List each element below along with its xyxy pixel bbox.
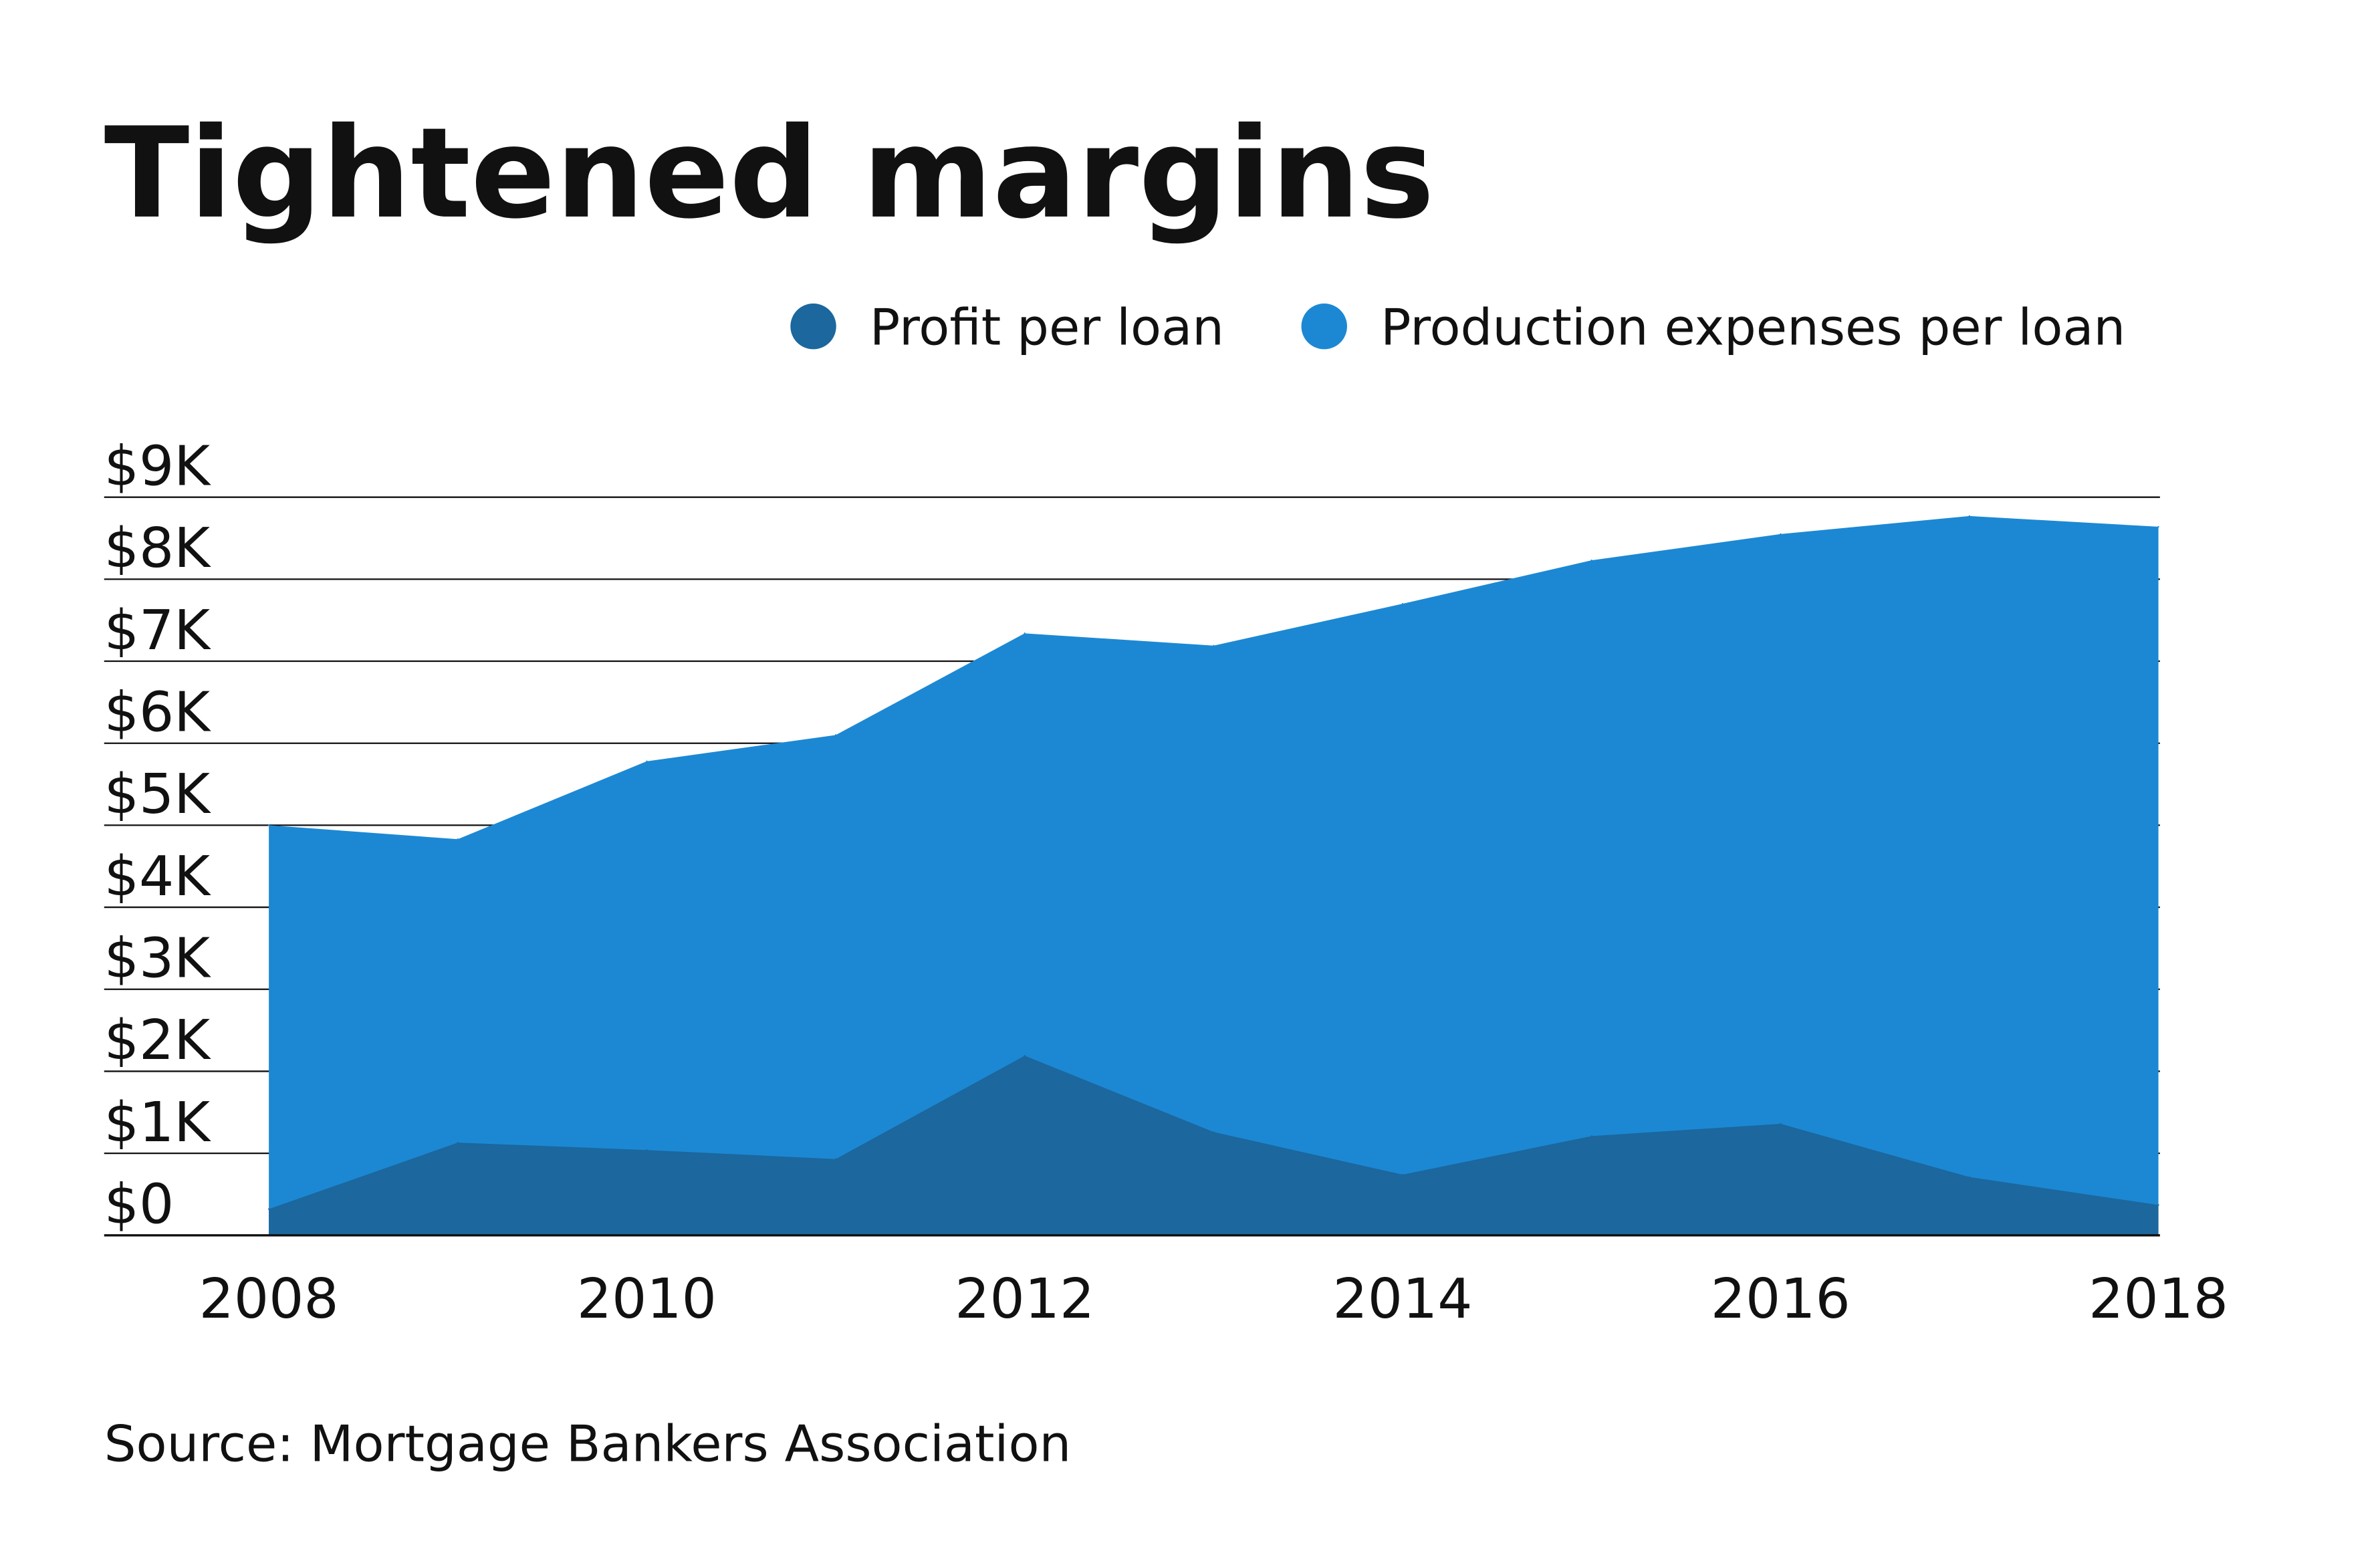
expenses-point [2157, 525, 2159, 527]
expenses-area [269, 515, 2159, 1235]
plot-areas [268, 515, 2159, 1235]
chart-title: Tightened margins [104, 101, 1435, 247]
expenses-point [1024, 632, 1026, 634]
legend-label-profit: Profit per loan [870, 298, 1224, 357]
y-axis-ticks: $0 $1K $2K $3K $4K $5K $6K $7K $8K $9K [104, 435, 211, 1236]
y-tick-label: $2K [104, 1009, 211, 1072]
profit-point [646, 1149, 648, 1151]
y-tick-label: $5K [104, 763, 211, 826]
legend: Profit per loan Production expenses per … [790, 298, 2125, 357]
legend-marker-expenses [1301, 303, 1347, 350]
y-tick-label: $8K [104, 517, 211, 580]
expenses-point [1590, 559, 1592, 562]
expenses-point [1968, 515, 1971, 517]
expenses-point [268, 824, 270, 826]
expenses-point [457, 838, 459, 840]
profit-point [1024, 1054, 1026, 1057]
legend-label-expenses: Production expenses per loan [1381, 298, 2125, 357]
profit-point [1213, 1131, 1215, 1133]
y-tick-label: $0 [104, 1173, 174, 1237]
profit-area [269, 1056, 2159, 1235]
profit-point [268, 1208, 270, 1210]
y-tick-label: $9K [104, 435, 211, 498]
profit-point [2157, 1204, 2159, 1206]
y-tick-label: $1K [104, 1091, 211, 1155]
profit-point [1780, 1122, 1782, 1125]
x-axis-ticks: 2008 2010 2012 2014 2016 2018 [199, 1268, 2228, 1331]
x-tick-label: 2014 [1333, 1268, 1473, 1331]
profit-point [1590, 1135, 1592, 1137]
y-tick-label: $4K [104, 845, 211, 909]
expenses-point [1401, 603, 1404, 605]
profit-point [1968, 1176, 1971, 1178]
y-tick-label: $6K [104, 681, 211, 744]
source-note: Source: Mortgage Bankers Association [104, 1414, 1071, 1473]
y-tick-label: $3K [104, 927, 211, 991]
x-tick-label: 2016 [1711, 1268, 1851, 1331]
y-tick-label: $7K [104, 599, 211, 663]
x-tick-label: 2018 [2089, 1268, 2228, 1331]
profit-point [1401, 1173, 1404, 1176]
x-tick-label: 2012 [955, 1268, 1094, 1331]
expenses-point [646, 760, 648, 762]
x-tick-label: 2010 [577, 1268, 717, 1331]
expenses-point [1780, 533, 1782, 535]
expenses-point [1213, 644, 1215, 646]
x-tick-label: 2008 [199, 1268, 339, 1331]
profit-point [457, 1142, 459, 1144]
expenses-point [834, 734, 837, 736]
profit-point [834, 1158, 837, 1160]
legend-marker-profit [790, 303, 836, 350]
